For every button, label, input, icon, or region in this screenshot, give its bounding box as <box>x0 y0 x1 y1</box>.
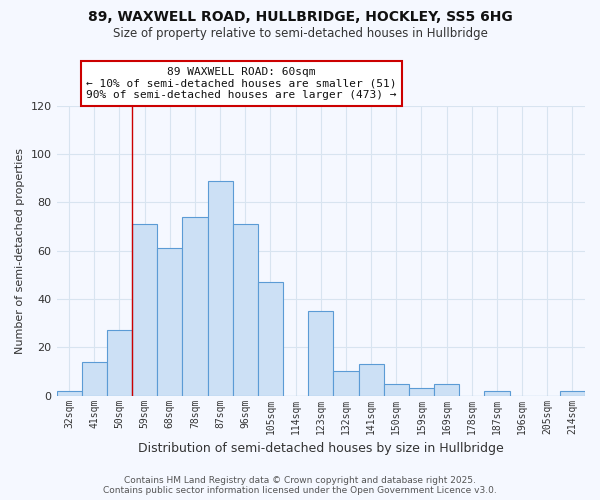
Bar <box>233 224 258 396</box>
Text: Contains HM Land Registry data © Crown copyright and database right 2025.
Contai: Contains HM Land Registry data © Crown c… <box>103 476 497 495</box>
Bar <box>484 391 509 396</box>
Bar <box>334 372 359 396</box>
Bar <box>308 311 334 396</box>
Bar <box>434 384 459 396</box>
Bar <box>132 224 157 396</box>
Bar <box>560 391 585 396</box>
Bar <box>56 391 82 396</box>
Bar <box>107 330 132 396</box>
Text: Size of property relative to semi-detached houses in Hullbridge: Size of property relative to semi-detach… <box>113 28 487 40</box>
Bar <box>82 362 107 396</box>
Bar <box>208 180 233 396</box>
Text: 89 WAXWELL ROAD: 60sqm
← 10% of semi-detached houses are smaller (51)
90% of sem: 89 WAXWELL ROAD: 60sqm ← 10% of semi-det… <box>86 67 397 100</box>
X-axis label: Distribution of semi-detached houses by size in Hullbridge: Distribution of semi-detached houses by … <box>138 442 503 455</box>
Text: 89, WAXWELL ROAD, HULLBRIDGE, HOCKLEY, SS5 6HG: 89, WAXWELL ROAD, HULLBRIDGE, HOCKLEY, S… <box>88 10 512 24</box>
Bar <box>409 388 434 396</box>
Bar <box>258 282 283 396</box>
Y-axis label: Number of semi-detached properties: Number of semi-detached properties <box>15 148 25 354</box>
Bar <box>157 248 182 396</box>
Bar <box>383 384 409 396</box>
Bar <box>182 217 208 396</box>
Bar <box>359 364 383 396</box>
